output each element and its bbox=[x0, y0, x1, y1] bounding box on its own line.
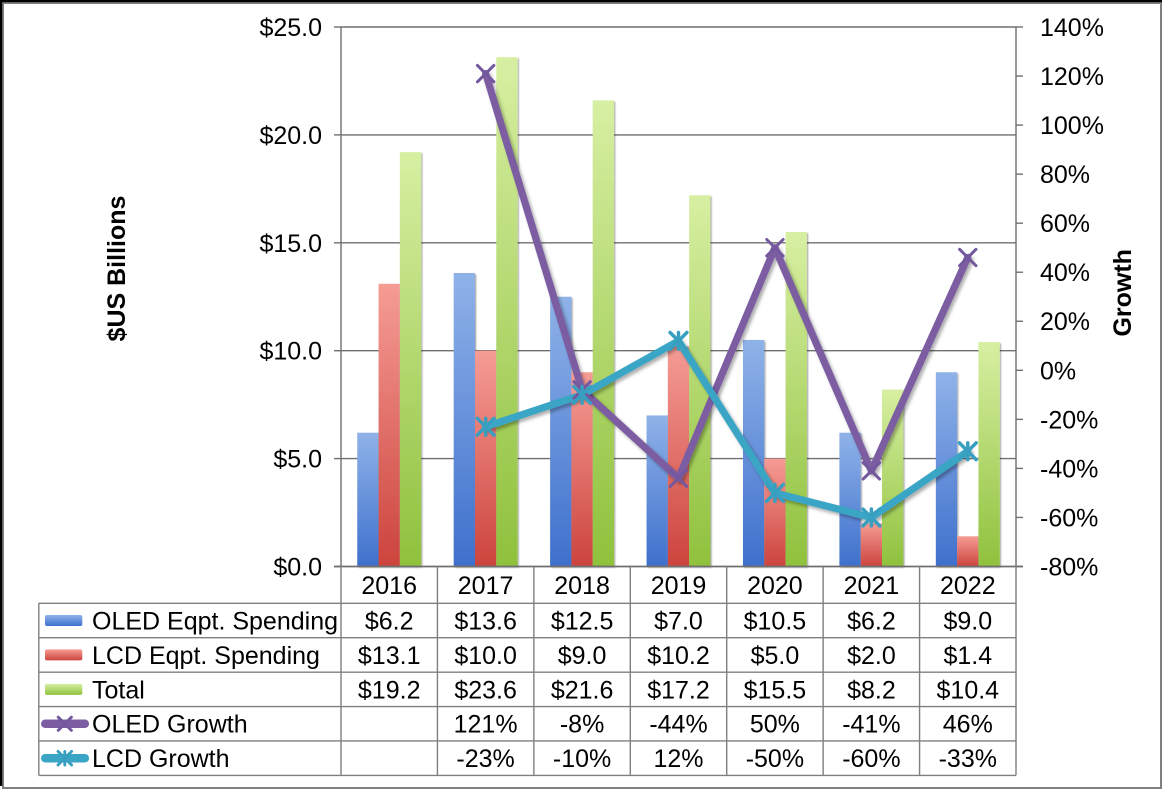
svg-text:$1.4: $1.4 bbox=[943, 642, 992, 670]
svg-text:$10.5: $10.5 bbox=[744, 607, 807, 635]
svg-text:Growth: Growth bbox=[1109, 249, 1137, 337]
svg-text:2016: 2016 bbox=[361, 572, 417, 600]
svg-text:12%: 12% bbox=[653, 745, 703, 773]
svg-text:-33%: -33% bbox=[939, 745, 997, 773]
svg-text:-23%: -23% bbox=[456, 745, 514, 773]
svg-text:$13.1: $13.1 bbox=[358, 642, 421, 670]
svg-text:$20.0: $20.0 bbox=[259, 122, 322, 150]
svg-text:-80%: -80% bbox=[1040, 554, 1098, 582]
svg-text:$5.0: $5.0 bbox=[751, 642, 800, 670]
svg-text:$13.6: $13.6 bbox=[454, 607, 517, 635]
svg-text:$10.2: $10.2 bbox=[647, 642, 710, 670]
svg-text:$10.0: $10.0 bbox=[454, 642, 517, 670]
svg-text:-10%: -10% bbox=[553, 745, 611, 773]
svg-text:$8.2: $8.2 bbox=[847, 676, 896, 704]
svg-text:2020: 2020 bbox=[747, 572, 803, 600]
svg-text:-60%: -60% bbox=[842, 745, 900, 773]
svg-text:-20%: -20% bbox=[1040, 406, 1098, 434]
svg-text:50%: 50% bbox=[750, 711, 800, 739]
svg-text:Total: Total bbox=[92, 676, 145, 704]
svg-text:$15.5: $15.5 bbox=[744, 676, 807, 704]
svg-text:$US Billions: $US Billions bbox=[103, 196, 131, 342]
svg-text:0%: 0% bbox=[1040, 357, 1076, 385]
svg-text:$12.5: $12.5 bbox=[551, 607, 614, 635]
svg-text:140%: 140% bbox=[1040, 14, 1104, 42]
svg-text:OLED Growth: OLED Growth bbox=[92, 711, 248, 739]
svg-text:LCD Growth: LCD Growth bbox=[92, 745, 230, 773]
svg-text:-8%: -8% bbox=[560, 711, 604, 739]
svg-text:120%: 120% bbox=[1040, 63, 1104, 91]
svg-text:$21.6: $21.6 bbox=[551, 676, 614, 704]
svg-text:46%: 46% bbox=[943, 711, 993, 739]
svg-text:20%: 20% bbox=[1040, 308, 1090, 336]
svg-text:$10.4: $10.4 bbox=[937, 676, 1000, 704]
svg-text:-40%: -40% bbox=[1040, 455, 1098, 483]
svg-text:$23.6: $23.6 bbox=[454, 676, 517, 704]
svg-text:-60%: -60% bbox=[1040, 504, 1098, 532]
svg-text:2019: 2019 bbox=[651, 572, 707, 600]
svg-text:$10.0: $10.0 bbox=[259, 338, 322, 366]
svg-text:2021: 2021 bbox=[844, 572, 900, 600]
svg-text:LCD Eqpt. Spending: LCD Eqpt. Spending bbox=[92, 642, 320, 670]
svg-text:$25.0: $25.0 bbox=[259, 14, 322, 42]
svg-text:$9.0: $9.0 bbox=[558, 642, 607, 670]
svg-text:$6.2: $6.2 bbox=[847, 607, 896, 635]
svg-text:100%: 100% bbox=[1040, 112, 1104, 140]
svg-text:$2.0: $2.0 bbox=[847, 642, 896, 670]
svg-text:2017: 2017 bbox=[458, 572, 514, 600]
svg-text:121%: 121% bbox=[454, 711, 518, 739]
svg-text:60%: 60% bbox=[1040, 210, 1090, 238]
svg-text:$0.0: $0.0 bbox=[273, 554, 322, 582]
svg-text:80%: 80% bbox=[1040, 161, 1090, 189]
svg-text:2018: 2018 bbox=[554, 572, 610, 600]
svg-text:$19.2: $19.2 bbox=[358, 676, 421, 704]
svg-text:-50%: -50% bbox=[746, 745, 804, 773]
svg-text:$5.0: $5.0 bbox=[273, 446, 322, 474]
svg-text:40%: 40% bbox=[1040, 259, 1090, 287]
svg-text:$17.2: $17.2 bbox=[647, 676, 710, 704]
svg-text:-44%: -44% bbox=[649, 711, 707, 739]
svg-text:-41%: -41% bbox=[842, 711, 900, 739]
svg-text:$7.0: $7.0 bbox=[654, 607, 703, 635]
svg-text:OLED Eqpt. Spending: OLED Eqpt. Spending bbox=[92, 607, 338, 635]
svg-text:$15.0: $15.0 bbox=[259, 230, 322, 258]
svg-text:$9.0: $9.0 bbox=[943, 607, 992, 635]
svg-text:2022: 2022 bbox=[940, 572, 996, 600]
svg-text:$6.2: $6.2 bbox=[365, 607, 414, 635]
